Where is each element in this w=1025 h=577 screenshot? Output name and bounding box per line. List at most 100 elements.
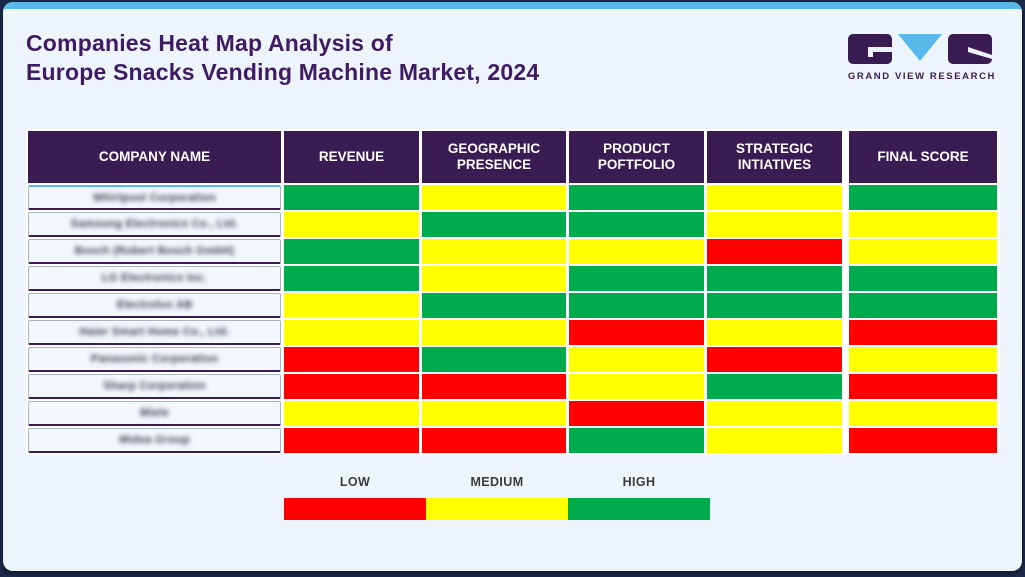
column-gap-spacer — [845, 401, 846, 426]
heatmap-cell-medium — [422, 239, 566, 264]
heatmap-cell-high — [707, 293, 842, 318]
column-gap-spacer — [845, 347, 846, 372]
heatmap-cell-low — [422, 374, 566, 399]
legend-swatch-medium — [426, 498, 568, 520]
company-name-blurred: Haier Smart Home Co., Ltd. — [79, 326, 230, 338]
heatmap-cell-medium — [849, 401, 997, 426]
heatmap-cell-medium — [849, 212, 997, 237]
legend-label-medium: MEDIUM — [470, 475, 524, 489]
heatmap-cell-low — [284, 428, 419, 453]
company-cell: Midea Group — [28, 428, 281, 453]
heatmap-cell-medium — [284, 212, 419, 237]
heatmap-cell-low — [569, 320, 704, 345]
company-name-blurred: Samsung Electronics Co., Ltd. — [70, 218, 239, 230]
legend-label-low: LOW — [339, 475, 371, 489]
heatmap-cell-low — [849, 428, 997, 453]
company-cell: Haier Smart Home Co., Ltd. — [28, 320, 281, 345]
legend-labels: LOW MEDIUM HIGH — [284, 475, 710, 489]
company-name-blurred: Bosch (Robert Bosch GmbH) — [74, 245, 235, 257]
company-name-blurred: Sharp Corporation — [103, 380, 206, 392]
heatmap-cell-high — [569, 266, 704, 291]
company-cell: LG Electronics Inc. — [28, 266, 281, 291]
heatmap-cell-medium — [422, 266, 566, 291]
heatmap-cell-high — [569, 185, 704, 210]
heatmap-cell-low — [707, 239, 842, 264]
page-title-line2: Europe Snacks Vending Machine Market, 20… — [26, 59, 540, 85]
heatmap-cell-medium — [284, 320, 419, 345]
heatmap-cell-medium — [284, 401, 419, 426]
top-accent-bar — [3, 2, 1022, 9]
column-header-company-name: COMPANY NAME — [28, 131, 281, 183]
column-gap-spacer — [845, 185, 846, 210]
company-name-blurred: LG Electronics Inc. — [101, 272, 208, 284]
heatmap-cell-high — [422, 347, 566, 372]
heatmap-legend: LOW MEDIUM HIGH — [284, 475, 710, 520]
heatmap-cell-low — [569, 401, 704, 426]
heatmap-cell-low — [849, 374, 997, 399]
heatmap-cell-high — [422, 212, 566, 237]
column-gap-spacer — [845, 212, 846, 237]
column-header-geographic-presence: GEOGRAPHIC PRESENCE — [422, 131, 566, 183]
legend-swatch-low — [284, 498, 426, 520]
page-title: Companies Heat Map Analysis of Europe Sn… — [26, 29, 539, 87]
heatmap-cell-low — [707, 347, 842, 372]
company-cell: Bosch (Robert Bosch GmbH) — [28, 239, 281, 264]
gvr-logo-text: GRAND VIEW RESEARCH — [847, 71, 996, 82]
heatmap-cell-high — [569, 428, 704, 453]
column-header-product-poftfolio: PRODUCT POFTFOLIO — [569, 131, 704, 183]
legend-color-bar — [284, 498, 710, 520]
heatmap-cell-high — [284, 266, 419, 291]
heatmap-cell-medium — [707, 185, 842, 210]
heatmap-cell-medium — [707, 320, 842, 345]
heatmap-cell-high — [707, 266, 842, 291]
column-gap-spacer — [845, 131, 846, 183]
heatmap-table: COMPANY NAME REVENUE GEOGRAPHIC PRESENCE PR… — [26, 129, 1000, 455]
gvr-logo-icon — [847, 34, 992, 64]
heatmap-cell-high — [284, 239, 419, 264]
heatmap-cell-high — [422, 293, 566, 318]
column-header-revenue: REVENUE — [284, 131, 419, 183]
company-name-blurred: Panasonic Corporation — [90, 353, 219, 365]
heatmap-cell-high — [849, 266, 997, 291]
column-gap-spacer — [845, 320, 846, 345]
heatmap-cell-high — [707, 374, 842, 399]
company-name-blurred: Midea Group — [119, 434, 190, 446]
heatmap-cell-medium — [707, 401, 842, 426]
legend-swatch-high — [568, 498, 710, 520]
heatmap-cell-high — [569, 293, 704, 318]
page-title-line1: Companies Heat Map Analysis of — [26, 30, 393, 56]
column-header-strategic-intiatives: STRATEGIC INTIATIVES — [707, 131, 842, 183]
column-gap-spacer — [845, 428, 846, 453]
company-name-blurred: Electrolux AB — [116, 299, 193, 311]
column-gap-spacer — [845, 266, 846, 291]
header-section: Companies Heat Map Analysis of Europe Sn… — [3, 9, 1022, 87]
heatmap-cell-medium — [569, 239, 704, 264]
column-gap-spacer — [845, 374, 846, 399]
infographic-card: Companies Heat Map Analysis of Europe Sn… — [3, 2, 1022, 571]
heatmap-cell-medium — [849, 347, 997, 372]
gvr-logo: GRAND VIEW RESEARCH — [848, 29, 996, 82]
heatmap-cell-low — [284, 347, 419, 372]
heatmap-cell-high — [284, 185, 419, 210]
legend-label-high: HIGH — [622, 475, 656, 489]
heatmap-cell-medium — [422, 401, 566, 426]
column-gap-spacer — [845, 239, 846, 264]
heatmap-cell-high — [849, 293, 997, 318]
heatmap-cell-medium — [849, 239, 997, 264]
company-name-blurred: Whirlpool Corporation — [92, 191, 216, 204]
company-cell: Electrolux AB — [28, 293, 281, 318]
company-cell: Samsung Electronics Co., Ltd. — [28, 212, 281, 237]
heatmap-cell-medium — [569, 347, 704, 372]
column-header-final-score: FINAL SCORE — [849, 131, 997, 183]
heatmap-cell-high — [569, 212, 704, 237]
heatmap-cell-medium — [422, 320, 566, 345]
heatmap-cell-medium — [284, 293, 419, 318]
heatmap-cell-medium — [707, 212, 842, 237]
company-name-blurred: Miele — [139, 407, 169, 419]
column-gap-spacer — [845, 293, 846, 318]
heatmap-cell-medium — [707, 428, 842, 453]
company-cell: Whirlpool Corporation — [28, 185, 281, 210]
heatmap-cell-medium — [422, 185, 566, 210]
heatmap-cell-low — [422, 428, 566, 453]
company-cell: Sharp Corporation — [28, 374, 281, 399]
